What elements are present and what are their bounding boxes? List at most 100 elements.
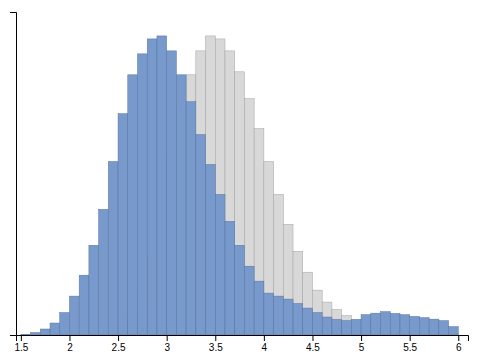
- bar: [118, 114, 128, 335]
- bar: [312, 290, 322, 335]
- x-tick-mark: [410, 335, 411, 341]
- bar: [157, 36, 167, 335]
- bars: [21, 36, 458, 335]
- x-tick-mark: [312, 335, 313, 341]
- plot: 1.5 2 2.5 3 3.5 4 4.5 5 5.5 6: [10, 13, 469, 354]
- bar: [400, 315, 410, 335]
- x-tick-label: 3: [164, 342, 170, 353]
- x-tick: 6: [456, 335, 462, 353]
- bar: [429, 319, 439, 335]
- x-tick-mark: [118, 335, 119, 341]
- bar: [439, 321, 449, 335]
- y-axis-line: [10, 13, 17, 336]
- bar: [303, 272, 313, 335]
- x-tick: 5.5: [403, 335, 417, 353]
- bar: [283, 224, 293, 335]
- bar: [351, 319, 361, 335]
- bar: [89, 245, 99, 335]
- x-tick: 5: [359, 335, 365, 353]
- bar: [332, 310, 342, 335]
- bar: [351, 320, 361, 335]
- x-tick-label: 5.5: [403, 342, 417, 353]
- bar: [186, 102, 196, 335]
- y-axis: [10, 13, 17, 336]
- x-tick-mark: [69, 335, 70, 341]
- chart: 1.5 2 2.5 3 3.5 4 4.5 5 5.5 6: [0, 0, 484, 363]
- bar: [235, 245, 245, 335]
- bar: [274, 194, 284, 335]
- bar: [235, 72, 245, 335]
- bar: [196, 135, 206, 335]
- x-tick-mark: [458, 335, 459, 341]
- bar: [371, 313, 381, 335]
- bar: [21, 334, 31, 335]
- x-tick: 2.5: [112, 335, 126, 353]
- bar: [186, 75, 196, 335]
- x-tick-label: 4.5: [306, 342, 320, 353]
- bar: [79, 275, 89, 335]
- bar: [244, 99, 254, 335]
- x-tick-label: 2.5: [112, 342, 126, 353]
- bar: [176, 75, 186, 335]
- bar: [264, 162, 274, 335]
- bar: [206, 165, 216, 335]
- bar: [254, 281, 264, 335]
- x-axis-line: [17, 336, 469, 342]
- bar: [31, 333, 41, 335]
- bar: [215, 39, 225, 335]
- bar: [361, 315, 371, 335]
- bar: [390, 313, 400, 335]
- bar: [108, 162, 118, 335]
- bar: [128, 75, 138, 335]
- x-tick-label: 2: [67, 342, 73, 353]
- x-tick-mark: [264, 335, 265, 341]
- x-tick-label: 5: [359, 342, 365, 353]
- bar: [50, 323, 60, 335]
- x-tick-label: 6: [456, 342, 462, 353]
- bar: [167, 51, 177, 335]
- bar: [225, 221, 235, 335]
- bar: [322, 302, 332, 335]
- x-tick-label: 3.5: [209, 342, 223, 353]
- bar: [40, 329, 50, 335]
- bar: [332, 319, 342, 335]
- x-tick: 2: [67, 335, 73, 353]
- bar: [342, 316, 352, 335]
- bar: [60, 313, 70, 335]
- bar: [69, 296, 79, 335]
- bar: [381, 312, 391, 335]
- x-tick: 4.5: [306, 335, 320, 353]
- series-bars: [21, 36, 458, 335]
- bar: [342, 321, 352, 335]
- x-tick: 3.5: [209, 335, 223, 353]
- bar: [196, 51, 206, 335]
- bar: [254, 129, 264, 335]
- x-tick-mark: [21, 335, 22, 341]
- bar: [322, 317, 332, 335]
- x-tick: 1.5: [14, 335, 28, 353]
- bar: [410, 316, 420, 335]
- bar: [244, 266, 254, 335]
- bar: [312, 313, 322, 335]
- bar: [138, 54, 148, 335]
- bar: [283, 299, 293, 335]
- bar: [419, 318, 429, 335]
- x-tick-label: 4: [262, 342, 268, 353]
- x-tick: 3: [164, 335, 170, 353]
- bar: [293, 304, 303, 335]
- bar: [293, 251, 303, 335]
- x-axis: 1.5 2 2.5 3 3.5 4 4.5 5 5.5 6: [14, 335, 468, 353]
- x-tick-mark: [361, 335, 362, 341]
- bar: [206, 36, 216, 335]
- x-tick-mark: [167, 335, 168, 341]
- x-tick-mark: [215, 335, 216, 341]
- bar: [264, 293, 274, 335]
- bar: [449, 327, 459, 335]
- bar: [274, 296, 284, 335]
- bar: [225, 51, 235, 335]
- x-tick: 4: [262, 335, 268, 353]
- bar: [99, 209, 109, 335]
- bar: [215, 194, 225, 335]
- series-bars: [108, 36, 458, 335]
- x-tick-label: 1.5: [14, 342, 28, 353]
